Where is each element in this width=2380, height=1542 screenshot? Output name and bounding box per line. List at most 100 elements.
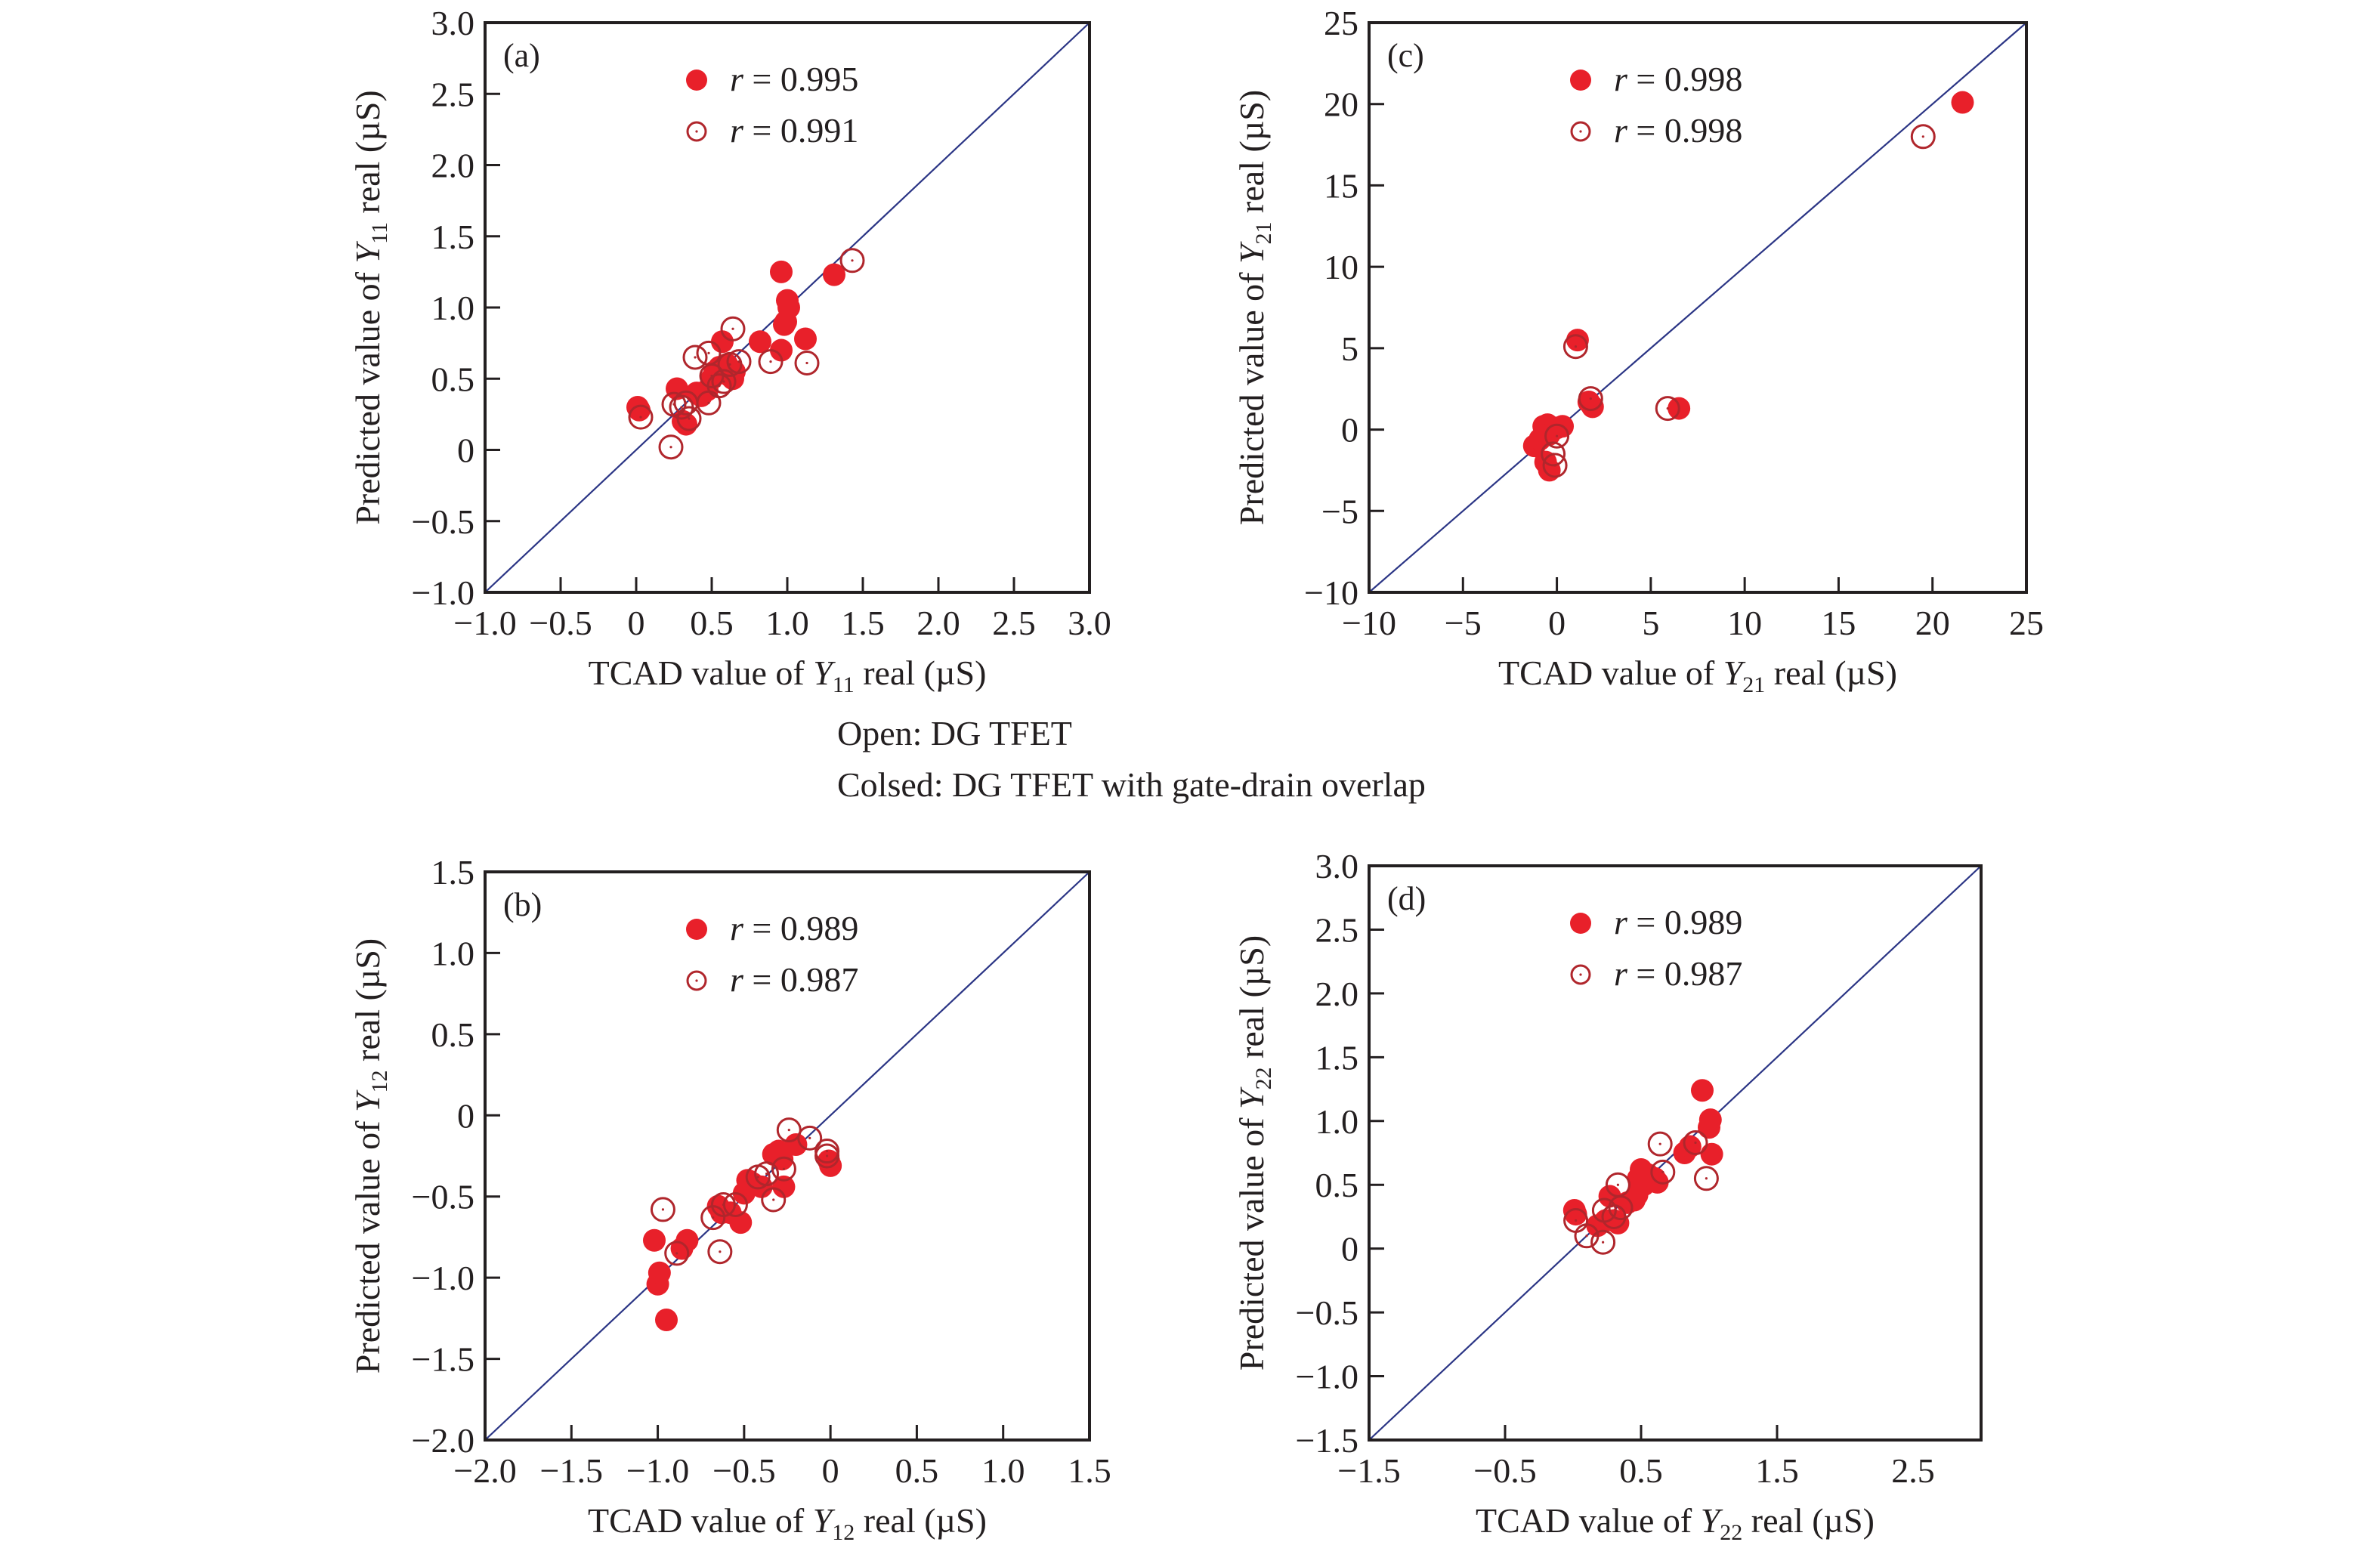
- data-point-open: [722, 1191, 748, 1217]
- data-point-open-center: [756, 1176, 759, 1179]
- y-tick-label: −1.5: [1296, 1421, 1358, 1460]
- data-point-filled: [784, 1133, 808, 1156]
- data-point-filled: [1564, 1203, 1587, 1226]
- data-point-filled: [1700, 1142, 1723, 1166]
- data-point-filled: [643, 1228, 666, 1252]
- legend-marker-open: [686, 121, 707, 142]
- data-point-open: [839, 248, 865, 273]
- data-point-open: [676, 406, 702, 431]
- data-point-open: [1578, 386, 1603, 412]
- y-axis-label: Predicted value of Y21 real (µS): [1232, 90, 1276, 525]
- data-point-open: [664, 1241, 690, 1266]
- data-point-open-center: [1921, 135, 1924, 138]
- data-point-filled: [655, 1309, 678, 1332]
- data-point-open-center: [1705, 1177, 1708, 1180]
- legend-marker-open: [1570, 964, 1591, 985]
- data-point-open-center: [718, 385, 721, 388]
- x-tick-label: 0: [628, 604, 645, 642]
- y-tick-label: 1.0: [431, 934, 475, 972]
- data-point-open: [628, 404, 654, 430]
- legend-marker-open-center: [695, 130, 698, 133]
- data-point-filled: [771, 1148, 794, 1171]
- legend-marker-open-center: [1579, 130, 1582, 133]
- x-tick-label: 1.5: [1068, 1451, 1111, 1490]
- data-point-filled: [628, 398, 651, 422]
- data-point-open-center: [787, 1129, 790, 1132]
- x-tick-label: 1.0: [765, 604, 809, 642]
- data-point-open: [707, 1239, 733, 1265]
- legend-label: r = 0.987: [1614, 954, 1742, 993]
- x-tick-label: 1.0: [981, 1451, 1025, 1490]
- data-point-open-center: [722, 380, 725, 383]
- data-point-filled: [1566, 329, 1589, 352]
- series-open: [1563, 1129, 1719, 1255]
- data-point-filled: [648, 1261, 671, 1284]
- data-point-open: [682, 345, 708, 370]
- data-point-open-center: [669, 446, 672, 449]
- legend-marker-open: [686, 970, 707, 991]
- y-tick-label: −0.5: [412, 502, 474, 541]
- data-point-filled: [823, 263, 845, 286]
- y-tick-label: 0: [1341, 411, 1358, 450]
- x-tick-label: −1.0: [626, 1451, 689, 1490]
- y-tick-label: 3.0: [1315, 847, 1359, 885]
- x-tick-label: 0.5: [895, 1451, 939, 1490]
- data-point-open: [797, 1125, 823, 1151]
- x-tick-label: 3.0: [1068, 604, 1111, 642]
- data-point-open: [650, 1197, 675, 1222]
- y-tick-label: −2.0: [412, 1421, 474, 1460]
- y-tick-label: 25: [1324, 4, 1358, 42]
- x-tick-label: 5: [1642, 604, 1659, 642]
- data-point-open: [1655, 396, 1680, 422]
- plot-frame: [1368, 864, 1983, 1442]
- x-tick-label: 10: [1727, 604, 1762, 642]
- data-point-open-center: [782, 1167, 786, 1170]
- x-tick-label: 1.5: [841, 604, 885, 642]
- data-point-open-center: [707, 401, 710, 404]
- data-point-open-center: [1602, 1241, 1605, 1244]
- x-axis-label: TCAD value of Y21 real (µS): [1498, 654, 1897, 697]
- y-tick-label: 0: [457, 431, 474, 470]
- y-tick-label: 5: [1341, 329, 1358, 368]
- data-point-open: [814, 1143, 840, 1169]
- data-point-open: [711, 369, 737, 394]
- y-tick-label: −1.5: [412, 1340, 474, 1379]
- y-tick-label: −1.0: [412, 1259, 474, 1297]
- data-point-open: [706, 373, 732, 399]
- y-tick-label: −0.5: [1296, 1293, 1358, 1332]
- y-tick-label: 0.5: [431, 1015, 475, 1054]
- legend-marker-filled: [1570, 70, 1591, 91]
- data-point-open: [1590, 1229, 1616, 1255]
- panel-c: −10 −5 0 5 10 15 20 25 −10 −5 0 5 10 15 20 25 TCAD value…: [1232, 4, 2044, 697]
- data-point-open: [720, 316, 746, 341]
- data-point-open-center: [1575, 1219, 1578, 1222]
- data-point-filled: [675, 1228, 699, 1252]
- data-point-filled: [1581, 395, 1604, 419]
- data-point-open: [1541, 441, 1566, 467]
- y-tick-label: 2.5: [431, 75, 475, 113]
- data-point-filled: [772, 1175, 796, 1198]
- panel-label: (a): [503, 37, 540, 74]
- legend-label: r = 0.989: [730, 909, 858, 947]
- y-tick-label: 10: [1324, 248, 1358, 286]
- data-point-open-center: [1658, 1142, 1661, 1145]
- data-point-open: [1910, 124, 1936, 150]
- y-axis-label: Predicted value of Y22 real (µS): [1232, 935, 1276, 1370]
- data-point-open: [1601, 1204, 1627, 1229]
- legend-label: r = 0.987: [730, 960, 858, 999]
- reference-line: [1368, 22, 2027, 593]
- data-point-open: [726, 349, 752, 375]
- x-tick-label: −1.0: [453, 604, 516, 642]
- y-tick-label: 20: [1324, 85, 1358, 124]
- data-point-open-center: [1585, 1235, 1588, 1238]
- data-point-filled: [1691, 1079, 1714, 1102]
- data-point-open-center: [661, 1208, 665, 1211]
- data-point-filled: [749, 330, 771, 354]
- x-tick-label: −0.5: [1473, 1451, 1536, 1490]
- series-filled: [643, 1133, 842, 1332]
- data-point-open-center: [719, 1250, 722, 1253]
- data-point-open: [1683, 1129, 1708, 1155]
- y-tick-label: 0.5: [1315, 1166, 1359, 1204]
- legend-marker-open-center: [695, 979, 698, 982]
